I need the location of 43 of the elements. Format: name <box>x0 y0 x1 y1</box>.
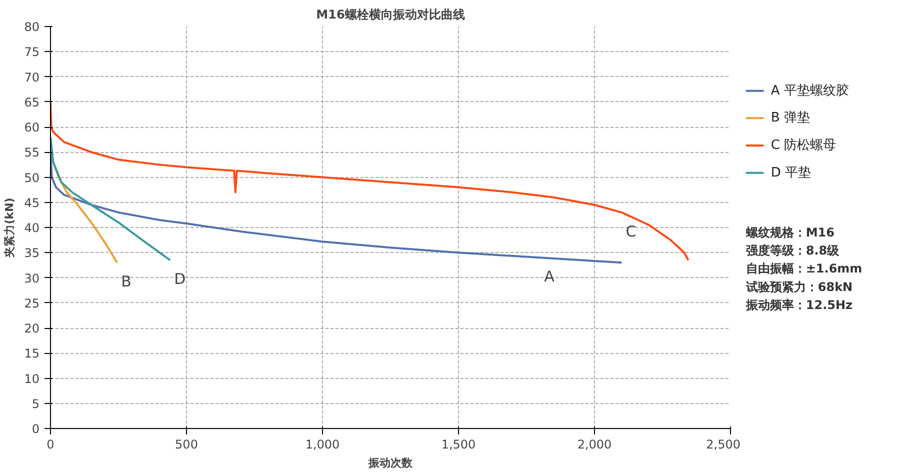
line-series <box>50 151 623 264</box>
annotation: D <box>174 270 186 288</box>
x-tick-label: 2,500 <box>706 438 741 452</box>
text: 试验预紧力：68kN <box>744 280 853 294</box>
y-tick-label: 20 <box>24 322 40 336</box>
y-tick-label: 75 <box>24 45 40 60</box>
y-tick-label: 70 <box>24 70 40 84</box>
y-tick-label: 0 <box>32 422 40 436</box>
y-tick-label: 50 <box>24 170 40 185</box>
x-tick-label: 1,500 <box>441 438 476 452</box>
x-tick-label: 500 <box>175 438 198 452</box>
y-tick-label: 45 <box>24 196 40 210</box>
chart-title: M16螺栓横向振动对比曲线 <box>316 8 465 22</box>
legend-label: D 平垫 <box>770 165 812 180</box>
line-series <box>50 136 172 262</box>
y-tick-label: 5 <box>32 396 40 411</box>
line-series <box>52 161 118 264</box>
y-tick-label: 40 <box>24 221 40 235</box>
legend-label: B 弹垫 <box>770 110 810 126</box>
y-tick-label: 10 <box>24 372 40 386</box>
y-tick-label: 80 <box>24 20 40 34</box>
y-tick-label: 35 <box>24 246 40 260</box>
y-tick-label: 65 <box>24 95 40 110</box>
text: 螺纹规格：M16 <box>744 226 835 240</box>
line-series <box>50 100 690 262</box>
text: 自由振幅：±1.6mm <box>746 262 862 276</box>
text: 强度等级：8.8级 <box>746 244 840 258</box>
annotation: B <box>121 272 132 291</box>
annotation: A <box>544 268 556 286</box>
x-axis-title: 振动次数 <box>368 456 414 470</box>
text: 振动频率：12.5Hz <box>744 298 853 312</box>
y-tick-label: 60 <box>24 120 40 134</box>
annotation: C <box>626 222 636 240</box>
y-tick-label: 25 <box>24 296 40 310</box>
x-tick-label: 0 <box>46 438 54 452</box>
y-tick-label: 30 <box>24 271 40 286</box>
x-tick-label: 2,000 <box>577 438 612 452</box>
legend-label: C 防松螺母 <box>770 138 836 153</box>
y-tick-label: 15 <box>24 346 40 361</box>
x-tick-label: 1,000 <box>305 438 340 452</box>
y-tick-label: 55 <box>24 146 40 160</box>
y-axis-title: 夹紧力(kN) <box>3 198 16 258</box>
legend-label: A 平垫螺纹胶 <box>770 83 849 98</box>
